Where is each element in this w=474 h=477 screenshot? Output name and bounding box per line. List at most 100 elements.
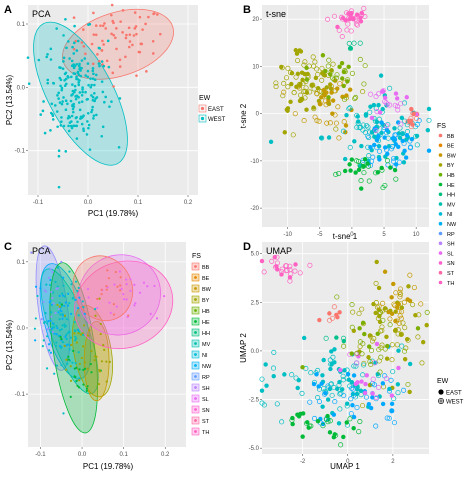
data-point <box>74 362 77 365</box>
data-point <box>367 109 373 115</box>
data-point <box>263 362 268 367</box>
data-point <box>56 266 60 269</box>
data-point <box>392 167 398 173</box>
data-point <box>287 275 293 280</box>
data-point <box>348 396 354 402</box>
legend-label-mv: MV <box>447 202 456 208</box>
data-point <box>295 57 301 64</box>
data-point <box>62 294 65 297</box>
tick-label-x: 10 <box>413 232 420 238</box>
data-point <box>323 335 329 341</box>
data-point <box>328 68 334 75</box>
data-point <box>382 145 388 150</box>
data-point <box>292 268 298 274</box>
data-point <box>82 28 85 31</box>
panel-d-letter: D <box>243 241 251 253</box>
data-point <box>70 283 73 286</box>
data-point <box>408 123 414 130</box>
data-point <box>128 40 132 43</box>
data-point <box>381 127 387 133</box>
data-point <box>401 387 407 393</box>
data-point <box>43 289 46 292</box>
data-point <box>380 106 385 112</box>
data-point <box>325 413 330 419</box>
data-point <box>335 104 341 110</box>
data-point <box>404 133 410 138</box>
legend-label-st: ST <box>202 419 210 425</box>
data-point <box>46 328 49 331</box>
data-point <box>92 11 95 15</box>
data-point <box>78 368 81 371</box>
data-point <box>96 53 99 56</box>
legend-label-hb: HB <box>202 309 210 315</box>
data-point <box>97 382 101 386</box>
data-point <box>341 343 347 349</box>
data-point <box>63 304 66 308</box>
data-point <box>330 75 336 81</box>
data-point <box>46 81 50 85</box>
data-point <box>323 390 328 396</box>
data-point <box>51 118 55 121</box>
data-point <box>336 170 342 177</box>
data-point <box>153 284 156 288</box>
data-point <box>380 381 386 386</box>
data-point <box>51 296 54 300</box>
data-point <box>111 19 115 23</box>
data-point <box>82 45 86 48</box>
data-point <box>100 60 104 63</box>
data-point <box>51 271 54 274</box>
data-point <box>82 383 85 386</box>
panel-a-points <box>26 3 162 189</box>
data-point <box>49 278 52 282</box>
data-point <box>400 320 406 326</box>
data-point <box>419 360 425 366</box>
data-point <box>93 359 96 362</box>
data-point <box>77 314 80 317</box>
data-point <box>299 70 305 75</box>
data-point <box>89 363 92 366</box>
data-point <box>101 39 104 43</box>
data-point <box>60 328 63 331</box>
data-point <box>89 85 93 89</box>
data-point <box>289 70 295 76</box>
data-point <box>125 33 128 37</box>
data-point <box>87 296 90 299</box>
data-point <box>73 24 76 28</box>
data-point <box>377 110 383 115</box>
data-point <box>426 106 432 112</box>
data-point <box>99 332 102 336</box>
data-point <box>375 315 381 321</box>
data-point <box>367 382 373 388</box>
data-point <box>285 65 291 71</box>
data-point <box>58 76 62 80</box>
data-point <box>342 368 347 373</box>
data-point <box>382 269 388 274</box>
data-point <box>330 98 336 103</box>
data-point <box>386 415 392 421</box>
data-point <box>395 107 401 113</box>
data-point <box>134 302 137 305</box>
data-point <box>362 129 368 135</box>
data-point <box>373 423 379 429</box>
data-point <box>112 313 116 316</box>
data-point <box>364 123 370 129</box>
data-point <box>78 108 82 112</box>
data-point <box>359 379 364 384</box>
data-point <box>356 429 362 435</box>
legend-dot-nw <box>438 221 443 226</box>
data-point <box>390 158 396 164</box>
data-point <box>70 59 74 63</box>
data-point <box>135 32 138 36</box>
data-point <box>327 430 333 435</box>
legend-label-sl: SL <box>202 397 209 403</box>
data-point <box>316 384 321 389</box>
data-point <box>100 134 104 138</box>
data-point <box>259 376 265 382</box>
data-point <box>353 170 358 175</box>
data-point <box>53 332 56 335</box>
data-point <box>60 260 63 264</box>
data-point <box>366 178 372 184</box>
data-point <box>78 296 81 299</box>
data-point <box>135 74 138 77</box>
